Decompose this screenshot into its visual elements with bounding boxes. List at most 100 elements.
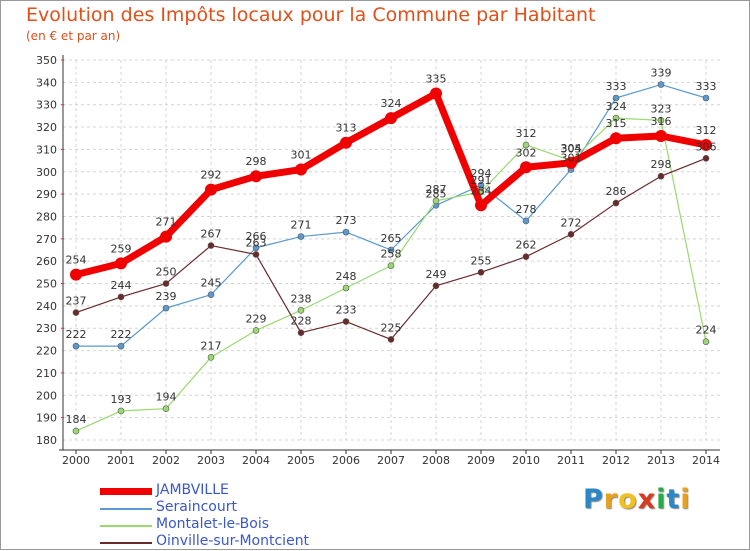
data-point-oinville-sur-montcient — [207, 242, 215, 249]
data-point-seraincourt — [207, 291, 215, 299]
legend-item-jambville: JAMBVILLE — [100, 482, 360, 500]
x-tick-label: 2004 — [242, 454, 270, 467]
data-label-seraincourt: 222 — [111, 328, 132, 341]
x-tick-label: 2005 — [287, 454, 315, 467]
y-tick-label: 340 — [36, 76, 57, 89]
x-tick-label: 2003 — [197, 454, 225, 467]
data-label-oinville-sur-montcient: 233 — [336, 304, 357, 317]
logo-letter: x — [637, 484, 657, 515]
data-point-oinville-sur-montcient — [657, 172, 665, 180]
data-label-oinville-sur-montcient: 225 — [381, 321, 402, 334]
legend-item-montalet-le-bois: Montalet-le-Bois — [100, 516, 360, 534]
y-tick-label: 310 — [36, 143, 57, 156]
data-label-seraincourt: 273 — [336, 214, 357, 227]
data-point-seraincourt — [342, 228, 350, 236]
data-label-jambville: 254 — [66, 254, 87, 267]
axes: 180 190 200 210 220 230 240 250 260 270 280 290 300 3… — [36, 54, 720, 467]
y-tick-label: 230 — [36, 322, 57, 335]
legend-swatch — [100, 488, 152, 495]
y-tick-label: 330 — [36, 99, 57, 112]
data-point-montalet-le-bois — [432, 197, 440, 205]
logo-letter: r — [603, 484, 619, 515]
data-point-oinville-sur-montcient — [72, 309, 80, 316]
data-label-montalet-le-bois: 217 — [201, 339, 222, 352]
legend-label: Montalet-le-Bois — [156, 516, 270, 532]
data-point-jambville — [430, 87, 442, 100]
data-label-oinville-sur-montcient: 306 — [696, 140, 717, 153]
legend-item-seraincourt: Seraincourt — [100, 499, 360, 517]
legend-swatch — [100, 525, 152, 527]
data-label-montalet-le-bois: 184 — [66, 413, 87, 426]
data-label-seraincourt: 301 — [561, 152, 582, 165]
data-point-montalet-le-bois — [207, 353, 215, 361]
data-label-oinville-sur-montcient: 267 — [201, 228, 222, 241]
proxiti-logo: Proxiti — [583, 484, 691, 515]
data-point-seraincourt — [702, 94, 710, 102]
y-tick-label: 190 — [36, 412, 57, 425]
data-point-seraincourt — [522, 217, 530, 225]
y-tick-label: 280 — [36, 210, 57, 223]
data-label-jambville: 324 — [381, 97, 402, 110]
data-point-montalet-le-bois — [657, 117, 665, 124]
data-label-jambville: 301 — [291, 149, 312, 162]
data-point-oinville-sur-montcient — [252, 251, 260, 258]
logo-letter: i — [656, 484, 667, 515]
data-label-seraincourt: 245 — [201, 277, 222, 290]
data-label-seraincourt: 285 — [426, 187, 447, 200]
x-tick-label: 2014 — [692, 454, 720, 467]
data-label-montalet-le-bois: 287 — [426, 183, 447, 196]
data-point-montalet-le-bois — [612, 114, 620, 122]
data-labels: 222 222 239 245 266 271 273 265 285 294 278 301 333 3… — [66, 67, 717, 426]
data-label-oinville-sur-montcient: 263 — [246, 236, 267, 249]
data-label-montalet-le-bois: 194 — [156, 391, 177, 404]
x-tick-label: 2000 — [62, 454, 90, 467]
data-label-seraincourt: 266 — [246, 230, 267, 243]
data-point-oinville-sur-montcient — [612, 199, 620, 207]
data-point-seraincourt — [162, 304, 170, 312]
data-label-oinville-sur-montcient: 237 — [66, 295, 87, 308]
data-point-montalet-le-bois — [342, 284, 350, 292]
data-point-jambville — [340, 136, 352, 149]
data-label-seraincourt: 278 — [516, 203, 537, 216]
data-point-oinville-sur-montcient — [567, 231, 575, 238]
y-tick-label: 300 — [36, 166, 57, 179]
data-label-jambville: 284 — [471, 184, 492, 197]
x-tick-label: 2006 — [332, 454, 360, 467]
chart-title: Evolution des Impôts locaux pour la Comm… — [26, 4, 596, 26]
data-label-montalet-le-bois: 248 — [336, 270, 357, 283]
data-point-seraincourt — [117, 342, 125, 350]
data-point-oinville-sur-montcient — [117, 293, 125, 301]
data-label-jambville: 302 — [516, 146, 537, 159]
data-point-jambville — [295, 163, 307, 176]
data-label-jambville: 271 — [156, 216, 177, 229]
data-point-oinville-sur-montcient — [477, 269, 485, 276]
data-point-montalet-le-bois — [72, 427, 80, 435]
x-tick-label: 2013 — [647, 454, 675, 467]
data-point-jambville — [205, 183, 217, 196]
y-tick-label: 260 — [36, 255, 57, 268]
x-tick-label: 2012 — [602, 454, 630, 467]
data-label-montalet-le-bois: 324 — [606, 100, 627, 113]
y-tick-label: 290 — [36, 188, 57, 201]
y-tick-label: 200 — [36, 389, 57, 402]
logo-letter: i — [680, 484, 691, 515]
data-label-seraincourt: 222 — [66, 328, 87, 341]
data-point-oinville-sur-montcient — [432, 282, 440, 290]
data-point-seraincourt — [477, 181, 485, 189]
y-tick-label: 210 — [36, 367, 57, 380]
y-tick-label: 250 — [36, 278, 57, 291]
data-label-seraincourt: 294 — [471, 167, 492, 180]
data-point-seraincourt — [387, 246, 395, 254]
legend-label: Seraincourt — [156, 499, 237, 515]
data-point-oinville-sur-montcient — [342, 318, 350, 325]
data-label-jambville: 312 — [696, 124, 717, 137]
data-label-oinville-sur-montcient: 298 — [651, 158, 672, 171]
data-label-montalet-le-bois: 258 — [381, 248, 402, 261]
data-label-seraincourt: 333 — [696, 80, 717, 93]
data-point-montalet-le-bois — [297, 307, 305, 314]
data-label-oinville-sur-montcient: 255 — [471, 254, 492, 267]
data-point-oinville-sur-montcient — [702, 155, 710, 162]
x-tick-label: 2007 — [377, 454, 405, 467]
data-point-seraincourt — [252, 244, 260, 252]
